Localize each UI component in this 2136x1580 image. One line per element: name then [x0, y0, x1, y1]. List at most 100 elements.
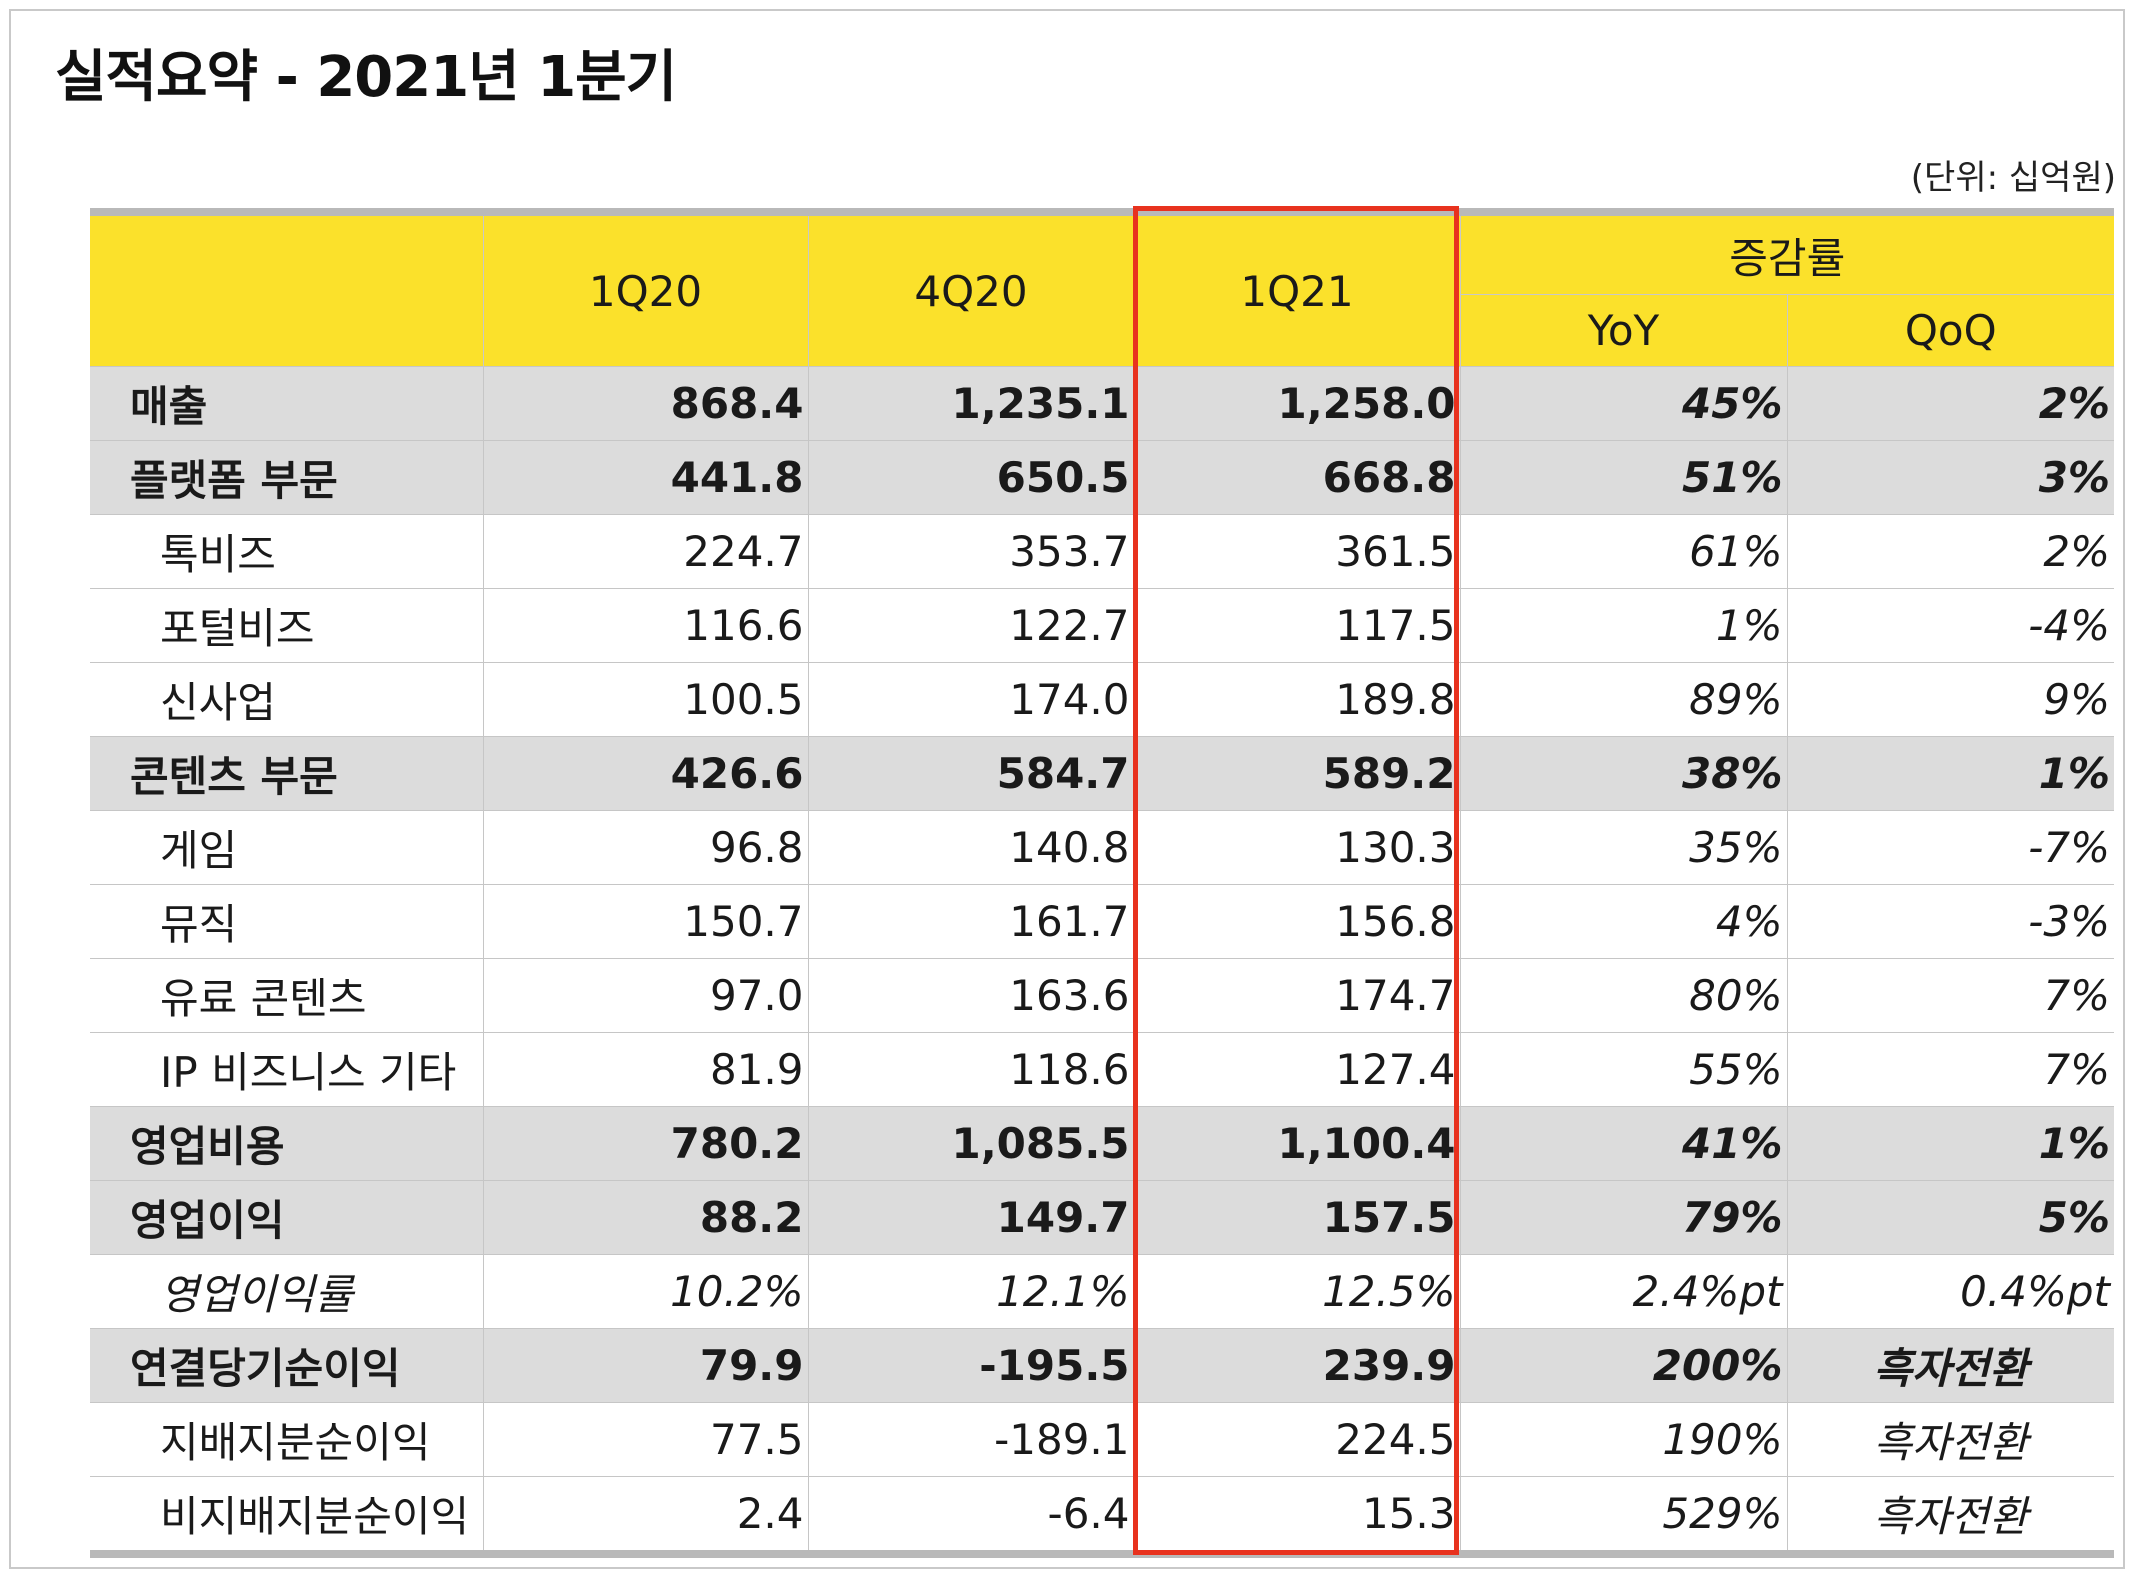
cell-1q20: 100.5 [482, 662, 808, 737]
cell-1q21: 1,258.0 [1133, 366, 1460, 441]
cell-yoy: 61% [1459, 514, 1787, 589]
row-label: 연결당기순이익 [90, 1328, 483, 1403]
header-blank [90, 208, 483, 367]
cell-qoq: 2% [1786, 514, 2115, 589]
cell-1q21: 668.8 [1133, 440, 1460, 515]
table-row: 포털비즈 116.6 122.7 117.5 1% -4% [90, 588, 2115, 663]
row-label: 지배지분순이익 [90, 1402, 483, 1477]
cell-1q21: 127.4 [1133, 1032, 1460, 1107]
row-label: 뮤직 [90, 884, 483, 959]
cell-4q20: 1,085.5 [807, 1106, 1134, 1181]
cell-yoy: 2.4%pt [1459, 1254, 1787, 1329]
cell-1q21: 174.7 [1133, 958, 1460, 1033]
row-label: 영업이익 [90, 1180, 483, 1255]
cell-yoy: 51% [1459, 440, 1787, 515]
cell-qoq: 7% [1786, 1032, 2115, 1107]
cell-qoq: -7% [1786, 810, 2115, 885]
table-row: 영업비용 780.2 1,085.5 1,100.4 41% 1% [90, 1106, 2115, 1181]
cell-yoy: 41% [1459, 1106, 1787, 1181]
cell-1q21: 15.3 [1133, 1476, 1460, 1558]
cell-1q21: 117.5 [1133, 588, 1460, 663]
cell-4q20: 149.7 [807, 1180, 1134, 1255]
cell-1q20: 79.9 [482, 1328, 808, 1403]
cell-4q20: 650.5 [807, 440, 1134, 515]
row-label: 플랫폼 부문 [90, 440, 483, 515]
row-label: 유료 콘텐츠 [90, 958, 483, 1033]
table-row: 플랫폼 부문 441.8 650.5 668.8 51% 3% [90, 440, 2115, 515]
cell-4q20: -6.4 [807, 1476, 1134, 1558]
cell-1q20: 77.5 [482, 1402, 808, 1477]
cell-qoq: 흑자전환 [1786, 1328, 2115, 1403]
cell-qoq: 흑자전환 [1786, 1476, 2115, 1558]
table-row: 지배지분순이익 77.5 -189.1 224.5 190% 흑자전환 [90, 1402, 2115, 1477]
cell-1q20: 81.9 [482, 1032, 808, 1107]
row-label: 영업이익률 [90, 1254, 483, 1329]
cell-1q20: 10.2% [482, 1254, 808, 1329]
cell-1q21: 589.2 [1133, 736, 1460, 811]
header-1q20: 1Q20 [482, 208, 808, 367]
cell-yoy: 45% [1459, 366, 1787, 441]
cell-yoy: 4% [1459, 884, 1787, 959]
cell-1q21: 1,100.4 [1133, 1106, 1460, 1181]
cell-4q20: 12.1% [807, 1254, 1134, 1329]
cell-1q21: 189.8 [1133, 662, 1460, 737]
cell-1q20: 88.2 [482, 1180, 808, 1255]
cell-1q20: 116.6 [482, 588, 808, 663]
table-row: IP 비즈니스 기타 81.9 118.6 127.4 55% 7% [90, 1032, 2115, 1107]
row-label: 콘텐츠 부문 [90, 736, 483, 811]
cell-1q20: 426.6 [482, 736, 808, 811]
table-row: 게임 96.8 140.8 130.3 35% -7% [90, 810, 2115, 885]
header-1q21: 1Q21 [1133, 208, 1460, 367]
cell-qoq: -3% [1786, 884, 2115, 959]
cell-yoy: 55% [1459, 1032, 1787, 1107]
cell-1q21: 130.3 [1133, 810, 1460, 885]
cell-yoy: 529% [1459, 1476, 1787, 1558]
table-row: 영업이익 88.2 149.7 157.5 79% 5% [90, 1180, 2115, 1255]
row-label: 게임 [90, 810, 483, 885]
cell-4q20: 122.7 [807, 588, 1134, 663]
unit-label: (단위: 십억원) [1910, 158, 2116, 198]
cell-yoy: 1% [1459, 588, 1787, 663]
row-label: IP 비즈니스 기타 [90, 1032, 483, 1107]
cell-4q20: 1,235.1 [807, 366, 1134, 441]
cell-1q20: 2.4 [482, 1476, 808, 1558]
cell-1q20: 97.0 [482, 958, 808, 1033]
table-row: 뮤직 150.7 161.7 156.8 4% -3% [90, 884, 2115, 959]
table-row: 매출 868.4 1,235.1 1,258.0 45% 2% [90, 366, 2115, 441]
cell-1q21: 12.5% [1133, 1254, 1460, 1329]
cell-1q21: 156.8 [1133, 884, 1460, 959]
cell-qoq: 0.4%pt [1786, 1254, 2115, 1329]
cell-yoy: 38% [1459, 736, 1787, 811]
cell-yoy: 35% [1459, 810, 1787, 885]
cell-qoq: 5% [1786, 1180, 2115, 1255]
cell-qoq: -4% [1786, 588, 2115, 663]
cell-4q20: 353.7 [807, 514, 1134, 589]
cell-yoy: 80% [1459, 958, 1787, 1033]
cell-1q21: 361.5 [1133, 514, 1460, 589]
cell-4q20: -189.1 [807, 1402, 1134, 1477]
header-4q20: 4Q20 [807, 208, 1134, 367]
table-row: 콘텐츠 부문 426.6 584.7 589.2 38% 1% [90, 736, 2115, 811]
table-row: 비지배지분순이익 2.4 -6.4 15.3 529% 흑자전환 [90, 1476, 2115, 1558]
cell-1q20: 441.8 [482, 440, 808, 515]
cell-4q20: 140.8 [807, 810, 1134, 885]
header-qoq: QoQ [1786, 294, 2115, 367]
earnings-summary-table: 1Q20 4Q20 1Q21 증감률 YoY QoQ 매출 868.4 1,23… [90, 208, 2115, 1558]
cell-qoq: 3% [1786, 440, 2115, 515]
cell-1q21: 224.5 [1133, 1402, 1460, 1477]
cell-4q20: 161.7 [807, 884, 1134, 959]
cell-qoq: 1% [1786, 1106, 2115, 1181]
cell-qoq: 7% [1786, 958, 2115, 1033]
cell-1q20: 150.7 [482, 884, 808, 959]
table-row: 톡비즈 224.7 353.7 361.5 61% 2% [90, 514, 2115, 589]
cell-yoy: 190% [1459, 1402, 1787, 1477]
cell-1q21: 157.5 [1133, 1180, 1460, 1255]
header-yoy: YoY [1459, 294, 1787, 367]
cell-1q20: 224.7 [482, 514, 808, 589]
header-change-group: 증감률 [1459, 208, 2115, 295]
cell-4q20: -195.5 [807, 1328, 1134, 1403]
cell-qoq: 흑자전환 [1786, 1402, 2115, 1477]
row-label: 매출 [90, 366, 483, 441]
table-row: 연결당기순이익 79.9 -195.5 239.9 200% 흑자전환 [90, 1328, 2115, 1403]
cell-yoy: 200% [1459, 1328, 1787, 1403]
